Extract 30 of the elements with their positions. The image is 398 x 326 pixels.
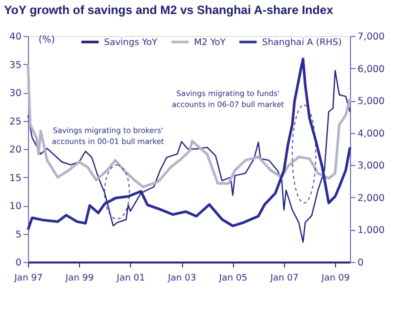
legend-label: M2 YoY bbox=[194, 38, 226, 48]
line-series bbox=[26, 62, 352, 188]
x-tick-label: Jan 07 bbox=[269, 274, 299, 284]
x-tick-label: Jan 97 bbox=[13, 274, 43, 284]
y2-tick-label: 0 bbox=[358, 258, 364, 268]
x-tick-label: Jan 09 bbox=[320, 274, 350, 284]
y2-tick-label: 1,000 bbox=[358, 225, 385, 236]
y-tick-label: 0 bbox=[15, 258, 22, 268]
x-tick-label: Jan 03 bbox=[166, 274, 196, 284]
chart-title: YoY growth of savings and M2 vs Shanghai A-share Index bbox=[4, 3, 334, 17]
legend-label: Shanghai A (RHS) bbox=[262, 38, 342, 48]
y-tick-label: 5 bbox=[15, 229, 22, 240]
y2-tick-label: 3,000 bbox=[358, 160, 385, 172]
y-tick-label: 30 bbox=[9, 88, 22, 99]
y2-tick-label: 2,000 bbox=[358, 192, 385, 204]
y2-tick-label: 7,000 bbox=[358, 32, 385, 42]
y-tick-label: 15 bbox=[9, 172, 22, 184]
y-tick-label: 35 bbox=[9, 60, 22, 71]
x-tick-label: Jan 05 bbox=[218, 274, 248, 284]
y2-tick-label: 6,000 bbox=[358, 64, 385, 75]
x-tick-label: Jan 01 bbox=[116, 274, 145, 284]
y2-tick-label: 5,000 bbox=[358, 96, 385, 108]
x-tick-label: Jan 99 bbox=[64, 274, 94, 284]
y-tick-label: 20 bbox=[9, 144, 22, 156]
y-axis-title: (%) bbox=[38, 34, 55, 46]
y-tick-label: 40 bbox=[9, 32, 22, 42]
y-tick-label: 10 bbox=[9, 201, 22, 212]
legend-label: Savings YoY bbox=[104, 38, 158, 48]
y-tick-label: 25 bbox=[9, 116, 22, 128]
y2-tick-label: 4,000 bbox=[358, 128, 385, 140]
